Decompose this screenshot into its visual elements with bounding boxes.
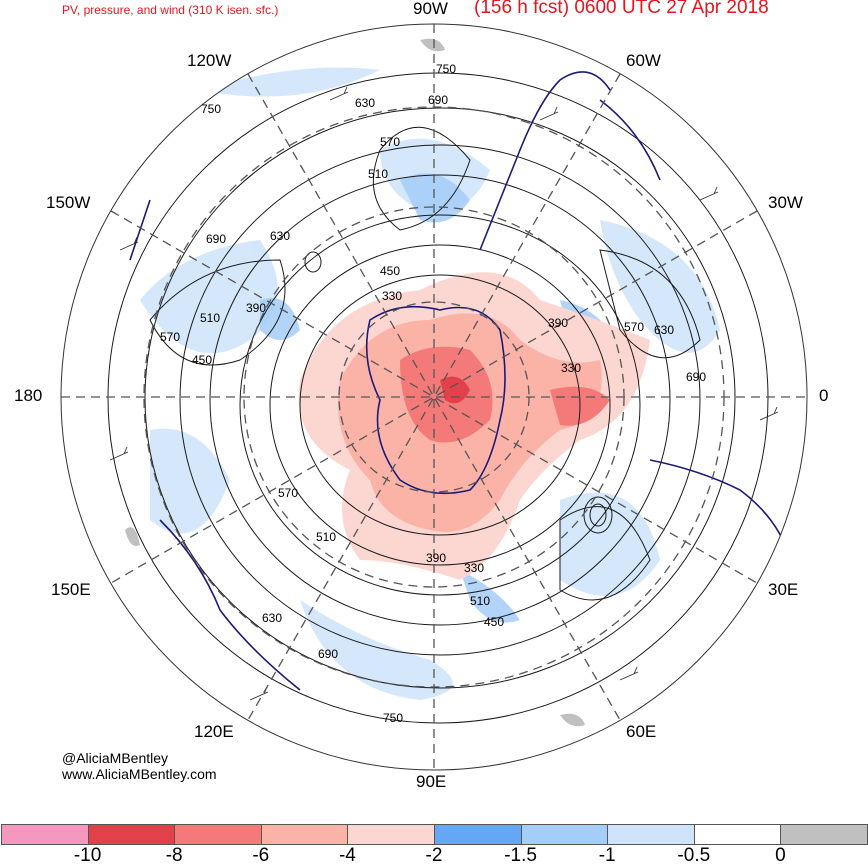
contour-label: 630 bbox=[262, 611, 282, 625]
colorbar-label: -4 bbox=[338, 845, 356, 866]
colorbar-label: -0.5 bbox=[677, 845, 711, 866]
contour-label: 330 bbox=[382, 289, 402, 303]
colorbar-label: -1.5 bbox=[504, 845, 537, 866]
contour-label: 450 bbox=[380, 264, 400, 278]
colorbar-label: -8 bbox=[165, 845, 183, 866]
contour-label: 390 bbox=[426, 551, 446, 565]
contour-label: 510 bbox=[200, 311, 220, 325]
lon-label-60e: 60E bbox=[626, 722, 657, 741]
contour-label: 510 bbox=[368, 167, 388, 181]
lon-label-60w: 60W bbox=[626, 51, 661, 70]
contour-label: 570 bbox=[624, 320, 644, 334]
colorbar-swatch bbox=[607, 824, 695, 845]
map-title: PV, pressure, and wind (310 K isen. sfc.… bbox=[62, 3, 279, 17]
contour-label: 630 bbox=[654, 323, 674, 337]
contour-label: 570 bbox=[278, 486, 298, 500]
contour-label: 690 bbox=[206, 232, 226, 246]
contour-label: 630 bbox=[270, 229, 290, 243]
lon-label-30e: 30E bbox=[768, 580, 799, 599]
contour-label: 750 bbox=[383, 711, 403, 725]
author-website: www.AliciaMBentley.com bbox=[62, 766, 217, 782]
contour-label: 570 bbox=[380, 135, 400, 149]
colorbar-swatch bbox=[780, 824, 868, 845]
contour-label: 390 bbox=[548, 316, 568, 330]
lon-label-30w: 30W bbox=[768, 193, 803, 212]
colorbar-swatch bbox=[260, 824, 349, 845]
colorbar-label: -1 bbox=[598, 845, 616, 866]
colorbar-swatch bbox=[174, 824, 262, 845]
lon-label-180: 180 bbox=[14, 386, 43, 405]
contour-label: 570 bbox=[160, 330, 180, 344]
contour-label: 750 bbox=[201, 102, 221, 116]
lon-label-90w: 90W bbox=[413, 0, 448, 18]
contour-label: 390 bbox=[246, 301, 266, 315]
contour-label: 330 bbox=[561, 361, 581, 375]
contour-labels: 750 630 690 570 510 450 390 330 690 630 … bbox=[160, 62, 706, 725]
lon-label-0: 0 bbox=[819, 386, 829, 405]
lon-label-150w: 150W bbox=[46, 193, 91, 212]
colorbar-label: -10 bbox=[73, 845, 102, 866]
lon-label-120w: 120W bbox=[187, 51, 232, 70]
wind-barbs bbox=[109, 86, 779, 701]
contour-label: 690 bbox=[318, 647, 338, 661]
colorbar-swatch bbox=[87, 824, 176, 845]
colorbar-label: 0 bbox=[775, 845, 786, 866]
pressure-contours bbox=[107, 72, 769, 724]
lon-label-120e: 120E bbox=[194, 722, 234, 741]
map-boundary bbox=[60, 23, 808, 771]
contour-label: 690 bbox=[428, 93, 448, 107]
colorbar-label: -2 bbox=[425, 845, 443, 866]
contour-label: 750 bbox=[436, 62, 456, 76]
pv-negative-light bbox=[140, 67, 720, 700]
pv-gray-patches bbox=[125, 38, 585, 727]
colorbar-swatch bbox=[347, 824, 435, 845]
graticule bbox=[61, 24, 807, 770]
contour-label: 630 bbox=[355, 96, 375, 110]
colorbar-swatch bbox=[520, 824, 609, 845]
contour-label: 510 bbox=[470, 594, 490, 608]
colorbar-label: -6 bbox=[252, 845, 270, 866]
colorbar-swatch bbox=[693, 824, 782, 845]
lon-label-150e: 150E bbox=[51, 580, 91, 599]
contour-label: 330 bbox=[464, 561, 484, 575]
colorbar-swatch bbox=[434, 824, 522, 845]
polar-map: 750 630 690 570 510 450 390 330 690 630 … bbox=[60, 23, 808, 771]
contour-label: 690 bbox=[686, 370, 706, 384]
contour-label: 450 bbox=[484, 615, 504, 629]
colorbar-swatch bbox=[1, 824, 89, 845]
forecast-time-title: (156 h fcst) 0600 UTC 27 Apr 2018 bbox=[474, 0, 769, 18]
contour-label: 510 bbox=[316, 530, 336, 544]
lon-label-90e: 90E bbox=[416, 772, 447, 791]
contour-label: 450 bbox=[192, 353, 212, 367]
author-handle: @AliciaMBentley bbox=[62, 750, 169, 766]
